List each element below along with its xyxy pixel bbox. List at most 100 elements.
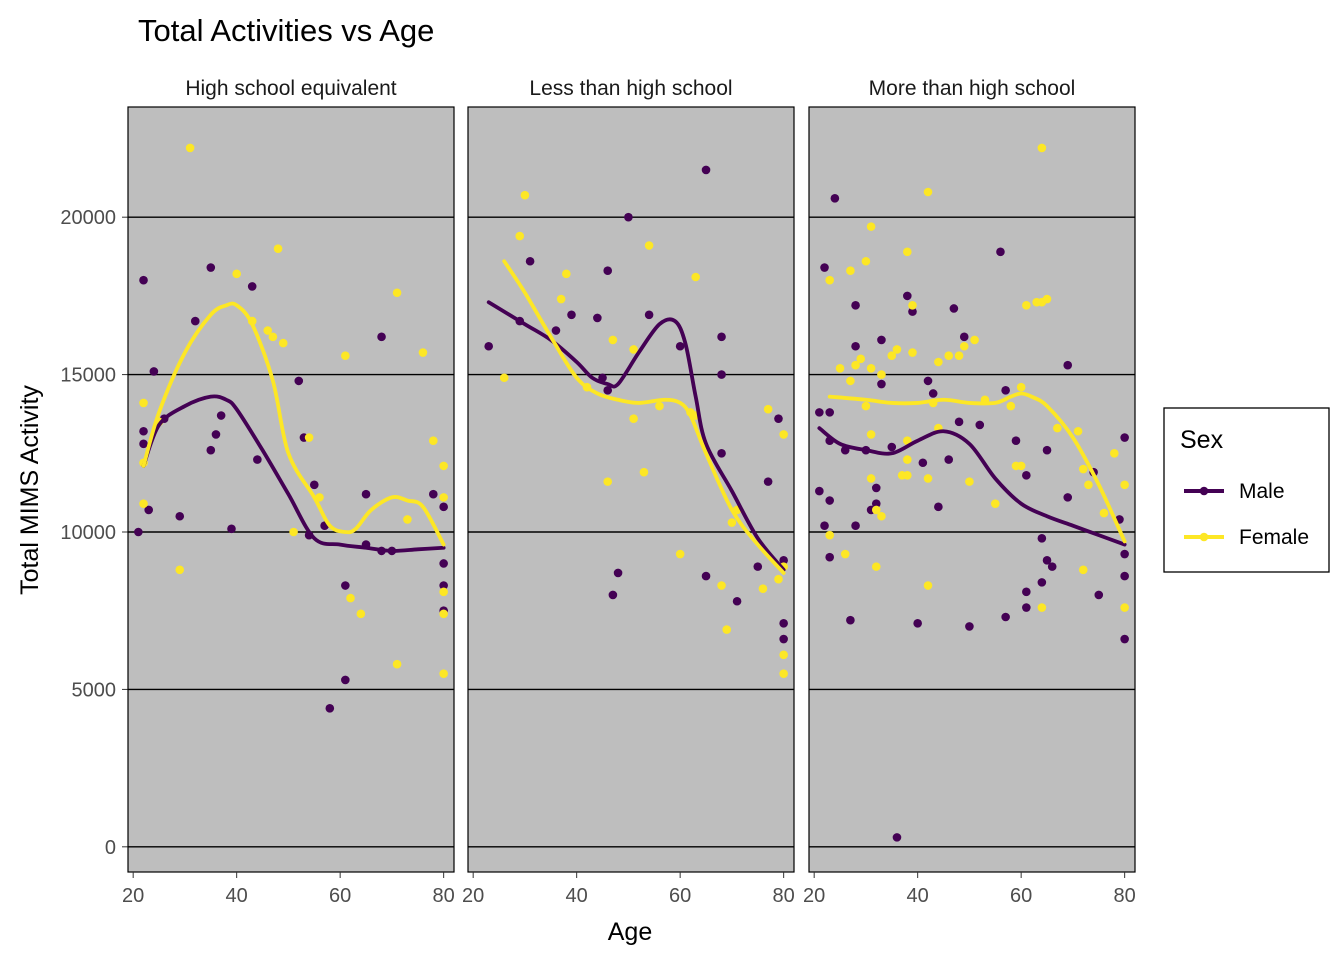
legend-label-male: Male xyxy=(1239,480,1285,503)
data-point-male xyxy=(216,411,226,420)
data-point-female xyxy=(892,345,902,354)
data-point-male xyxy=(732,596,742,606)
data-point-female xyxy=(717,581,726,590)
x-tick-label: 20 xyxy=(803,885,825,907)
data-point-female xyxy=(908,348,917,357)
smooth-line-female xyxy=(502,259,786,575)
data-point-female xyxy=(356,609,366,619)
data-point-male xyxy=(1047,562,1057,571)
data-point-male xyxy=(429,489,438,499)
data-point-female xyxy=(603,477,613,486)
data-point-male xyxy=(887,442,897,452)
data-point-male xyxy=(701,165,711,175)
data-point-male xyxy=(877,335,886,345)
data-point-female xyxy=(1073,426,1083,436)
data-point-female xyxy=(608,335,618,345)
data-point-female xyxy=(903,455,912,464)
data-point-male xyxy=(613,568,623,578)
legend-key-point xyxy=(1199,486,1209,496)
data-point-female xyxy=(1016,382,1026,392)
data-point-female xyxy=(232,269,241,279)
data-point-female xyxy=(835,363,845,373)
data-point-female xyxy=(779,669,788,678)
data-point-female xyxy=(439,609,448,619)
data-point-male xyxy=(608,590,618,600)
chart-title: Total Activities vs Age xyxy=(138,13,434,48)
data-point-female xyxy=(944,351,954,361)
data-point-male xyxy=(701,571,711,581)
data-point-female xyxy=(866,474,876,483)
data-point-female xyxy=(866,430,876,439)
data-point-male xyxy=(871,499,881,508)
data-point-male xyxy=(1037,578,1047,587)
data-point-male xyxy=(1022,587,1031,597)
data-point-female xyxy=(923,581,933,590)
data-point-male xyxy=(944,455,954,464)
smooth-line-male xyxy=(486,300,786,572)
data-point-female xyxy=(871,562,881,571)
data-point-male xyxy=(675,341,685,351)
data-point-female xyxy=(639,467,649,477)
data-point-female xyxy=(758,584,768,593)
x-axis-ticks: 20 40 60 80 xyxy=(803,872,1136,907)
data-point-male xyxy=(139,439,148,449)
data-point-male xyxy=(815,486,824,496)
smooth-line-female xyxy=(141,301,446,547)
data-point-male xyxy=(949,304,959,313)
data-point-male xyxy=(190,316,200,326)
x-tick-label: 20 xyxy=(122,885,144,907)
data-point-male xyxy=(954,417,964,427)
data-point-male xyxy=(877,379,886,389)
x-tick-label: 20 xyxy=(462,885,484,907)
data-point-female xyxy=(556,294,566,304)
data-point-male xyxy=(1037,533,1047,543)
data-point-female xyxy=(520,190,530,200)
data-point-male xyxy=(820,263,829,272)
data-point-male xyxy=(624,212,633,222)
data-point-female xyxy=(856,354,866,364)
data-point-male xyxy=(820,521,829,531)
data-point-female xyxy=(1078,464,1088,474)
data-point-male xyxy=(851,341,860,351)
data-point-female xyxy=(139,499,148,508)
data-point-male xyxy=(918,458,928,468)
data-point-female xyxy=(903,247,912,257)
data-point-male xyxy=(871,483,881,493)
data-point-female xyxy=(139,398,148,408)
data-point-male xyxy=(567,310,576,320)
data-point-female xyxy=(825,530,834,540)
data-point-male xyxy=(1011,436,1021,446)
data-point-female xyxy=(779,430,788,439)
data-point-male xyxy=(825,552,834,562)
data-point-female xyxy=(439,587,448,597)
data-point-female xyxy=(499,373,509,383)
data-point-male xyxy=(1063,360,1073,370)
data-point-male xyxy=(325,703,335,713)
data-point-female xyxy=(954,351,964,361)
data-point-male xyxy=(1022,471,1031,480)
data-point-male xyxy=(851,301,860,310)
data-point-female xyxy=(970,335,979,345)
data-point-female xyxy=(263,326,273,335)
data-point-female xyxy=(429,436,438,446)
facet-panel: High school equivalent 20 40 60 80 xyxy=(122,77,455,907)
data-point-male xyxy=(603,386,613,395)
data-point-female xyxy=(923,187,933,197)
data-point-male xyxy=(644,310,654,320)
data-point-female xyxy=(846,376,855,386)
data-point-female xyxy=(871,505,881,515)
data-point-male xyxy=(996,247,1005,257)
x-tick-label: 60 xyxy=(1010,885,1032,907)
data-point-female xyxy=(990,499,1000,508)
data-point-male xyxy=(247,282,257,291)
data-point-female xyxy=(866,363,876,373)
data-point-male xyxy=(149,367,159,376)
data-point-male xyxy=(144,505,153,515)
data-point-male xyxy=(1094,590,1104,600)
data-point-female xyxy=(278,338,288,348)
data-point-male xyxy=(439,559,448,568)
x-axis-ticks: 20 40 60 80 xyxy=(462,872,795,907)
x-tick-label: 80 xyxy=(773,885,795,907)
panel-background xyxy=(127,106,455,873)
smooth-line-male xyxy=(817,426,1127,547)
